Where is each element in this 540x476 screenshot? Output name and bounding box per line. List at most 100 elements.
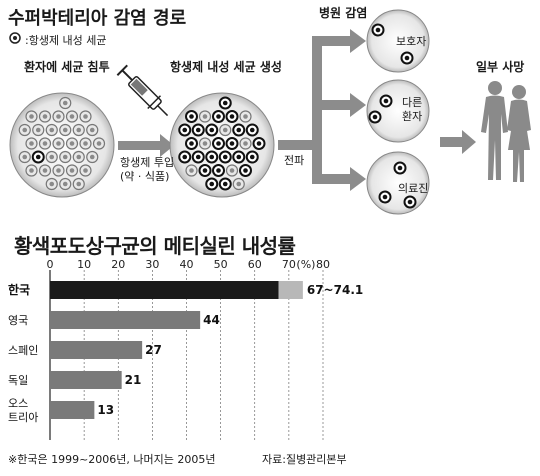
bacteria-cell (205, 177, 219, 191)
bacteria-cell (212, 110, 225, 123)
bacteria-cell (252, 137, 266, 150)
bacteria-cell (52, 164, 65, 177)
bacteria-cell (45, 123, 58, 137)
syringe-label: 항생제 투입 (120, 156, 175, 169)
diagram-title: 수퍼박테리아 감염 경로 (8, 8, 187, 29)
unit-label: (%) (296, 258, 315, 271)
bacteria-cell (65, 164, 79, 177)
resistant-bacteria-cell (379, 94, 393, 108)
resistant-bacteria-cell (371, 23, 385, 37)
dish1-cells (18, 96, 106, 191)
legend-label: :항생제 내성 세균 (25, 34, 107, 47)
resistant-bacteria-cell (378, 190, 392, 204)
bar-value-label: 13 (97, 403, 114, 417)
bacteria-cell (86, 123, 99, 137)
bacteria-cell (79, 164, 92, 177)
bacteria-cell (25, 137, 38, 150)
bacteria-cell (79, 110, 92, 123)
bacteria-cell (232, 177, 245, 191)
bacteria-cell (25, 164, 38, 177)
category-label: 한국 (8, 282, 30, 297)
resistant-bacteria-cell (403, 195, 417, 209)
resistant-bacteria-cell (400, 51, 414, 65)
bacteria-cell (86, 150, 99, 164)
bacteria-cell (212, 164, 225, 177)
bacteria-cell (218, 177, 232, 191)
syringe-sublabel: (약 · 식품) (120, 170, 170, 183)
bacteria-cell (52, 110, 65, 123)
other-patient-dish (366, 79, 430, 143)
target-label-guardian: 보호자 (396, 35, 427, 48)
bacteria-cell (31, 150, 45, 164)
bar (50, 371, 122, 389)
dish2-cells (178, 96, 266, 191)
bacteria-cell (232, 150, 246, 164)
bacteria-cell (45, 177, 58, 191)
bar-value-label: 21 (125, 373, 142, 387)
chart-title: 황색포도상구균의 메티실린 내성률 (14, 234, 296, 258)
bacteria-cell (218, 96, 232, 110)
bacteria-cell (198, 137, 212, 150)
x-tick-label: 30 (145, 258, 159, 271)
bacteria-cell (79, 137, 92, 150)
bacteria-cell (245, 150, 259, 164)
bacteria-cell (72, 150, 85, 164)
bacteria-cell (218, 150, 232, 164)
bacteria-cell (191, 123, 205, 137)
bacteria-cell (59, 150, 72, 164)
x-tick-label: 70 (282, 258, 296, 271)
resistant-bacteria-legend-icon (9, 32, 21, 44)
category-label: 독일 (8, 373, 28, 387)
bacteria-cell (18, 150, 31, 164)
target-cells (368, 23, 417, 209)
bacteria-cell (225, 164, 239, 177)
spread-label: 전파 (284, 154, 305, 167)
bar-value-label: 44 (203, 313, 220, 327)
arrow-icon (118, 134, 174, 157)
target-label-medical-staff: 의료진 (398, 182, 429, 195)
bar (50, 341, 143, 359)
bacteria-cell (239, 137, 252, 150)
hospital-label: 병원 감염 (319, 6, 368, 20)
x-tick-label: 20 (111, 258, 125, 271)
bacteria-cell (225, 137, 239, 150)
bacteria-cell (18, 123, 31, 137)
arrow-icon (440, 130, 476, 154)
bacteria-cell (72, 123, 85, 137)
category-label: 스페인 (8, 344, 38, 357)
bacteria-cell (225, 110, 239, 123)
x-tick-label: 50 (214, 258, 228, 271)
death-label: 일부 사망 (476, 60, 525, 74)
bacteria-cell (72, 177, 85, 191)
bacteria-cell (191, 150, 205, 164)
bar-value-label: 67~74.1 (307, 283, 363, 297)
bacteria-cell (65, 110, 79, 123)
bacteria-cell (25, 110, 38, 123)
bacteria-cell (239, 164, 252, 177)
x-tick-label: 0 (47, 258, 54, 271)
category-label: 트리아 (8, 411, 38, 424)
bacteria-cell (38, 137, 52, 150)
bacteria-cell (198, 164, 212, 177)
bacteria-cell (65, 137, 79, 150)
bacteria-cell (59, 123, 72, 137)
bacteria-cell (185, 110, 198, 123)
bacteria-cell (239, 110, 252, 123)
bacteria-cell (38, 110, 52, 123)
bacteria-cell (205, 150, 219, 164)
x-tick-label: 60 (248, 258, 262, 271)
bacteria-cell (198, 110, 212, 123)
bacteria-cell (205, 123, 219, 137)
bacteria-cell (178, 150, 192, 164)
resistant-bacteria-cell (368, 110, 382, 124)
bacteria-cell (185, 164, 198, 177)
spread-arrows (278, 29, 366, 191)
bacteria-cell (38, 164, 52, 177)
people-silhouette-icon (481, 81, 531, 182)
bacteria-cell (52, 137, 65, 150)
footnote: ※한국은 1999~2006년, 나머지는 2005년 (8, 453, 216, 466)
infection-route-diagram (9, 9, 531, 215)
bacteria-cell (59, 177, 72, 191)
range-bar (278, 281, 303, 299)
